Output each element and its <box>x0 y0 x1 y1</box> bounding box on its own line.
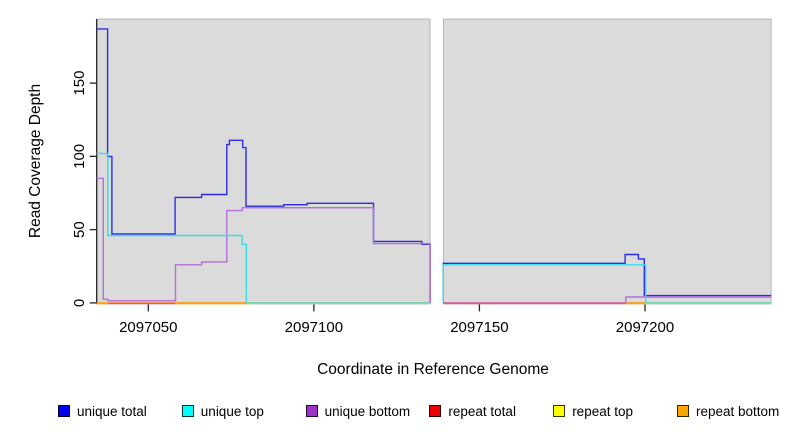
x-tick-label: 2097200 <box>616 319 674 336</box>
panel-background-2 <box>442 18 772 305</box>
y-axis-title: Read Coverage Depth <box>27 84 44 238</box>
y-tick-label: 100 <box>71 144 88 169</box>
legend-label: unique bottom <box>324 403 411 419</box>
y-tick-label: 0 <box>71 299 88 307</box>
y-tick-label: 50 <box>71 221 88 238</box>
legend: unique total unique top unique bottom repea… <box>0 399 792 423</box>
legend-label: repeat total <box>448 403 516 419</box>
legend-swatch-icon <box>181 405 194 417</box>
y-tick-label: 150 <box>71 71 88 96</box>
legend-label: repeat bottom <box>696 403 780 419</box>
panel-background-1 <box>96 18 431 305</box>
legend-item-unique-total: unique total <box>58 399 147 423</box>
legend-item-repeat-total: repeat total <box>429 399 516 423</box>
legend-item-repeat-top: repeat top <box>553 399 633 423</box>
legend-swatch-icon <box>58 405 70 417</box>
legend-swatch-icon <box>677 405 689 417</box>
legend-label: unique total <box>77 403 147 419</box>
x-axis-title: Coordinate in Reference Genome <box>317 361 549 378</box>
x-tick-label: 2097100 <box>285 319 343 336</box>
legend-item-repeat-bottom: repeat bottom <box>677 399 779 423</box>
x-tick-label: 2097050 <box>119 319 177 336</box>
legend-swatch-icon <box>553 405 566 417</box>
legend-label: repeat top <box>572 403 633 419</box>
legend-label: unique top <box>200 403 264 419</box>
legend-swatch-icon <box>429 405 442 417</box>
legend-item-unique-top: unique top <box>181 399 264 423</box>
legend-item-unique-bottom: unique bottom <box>305 399 411 423</box>
legend-swatch-icon <box>305 405 318 417</box>
x-tick-label: 2097150 <box>450 319 508 336</box>
